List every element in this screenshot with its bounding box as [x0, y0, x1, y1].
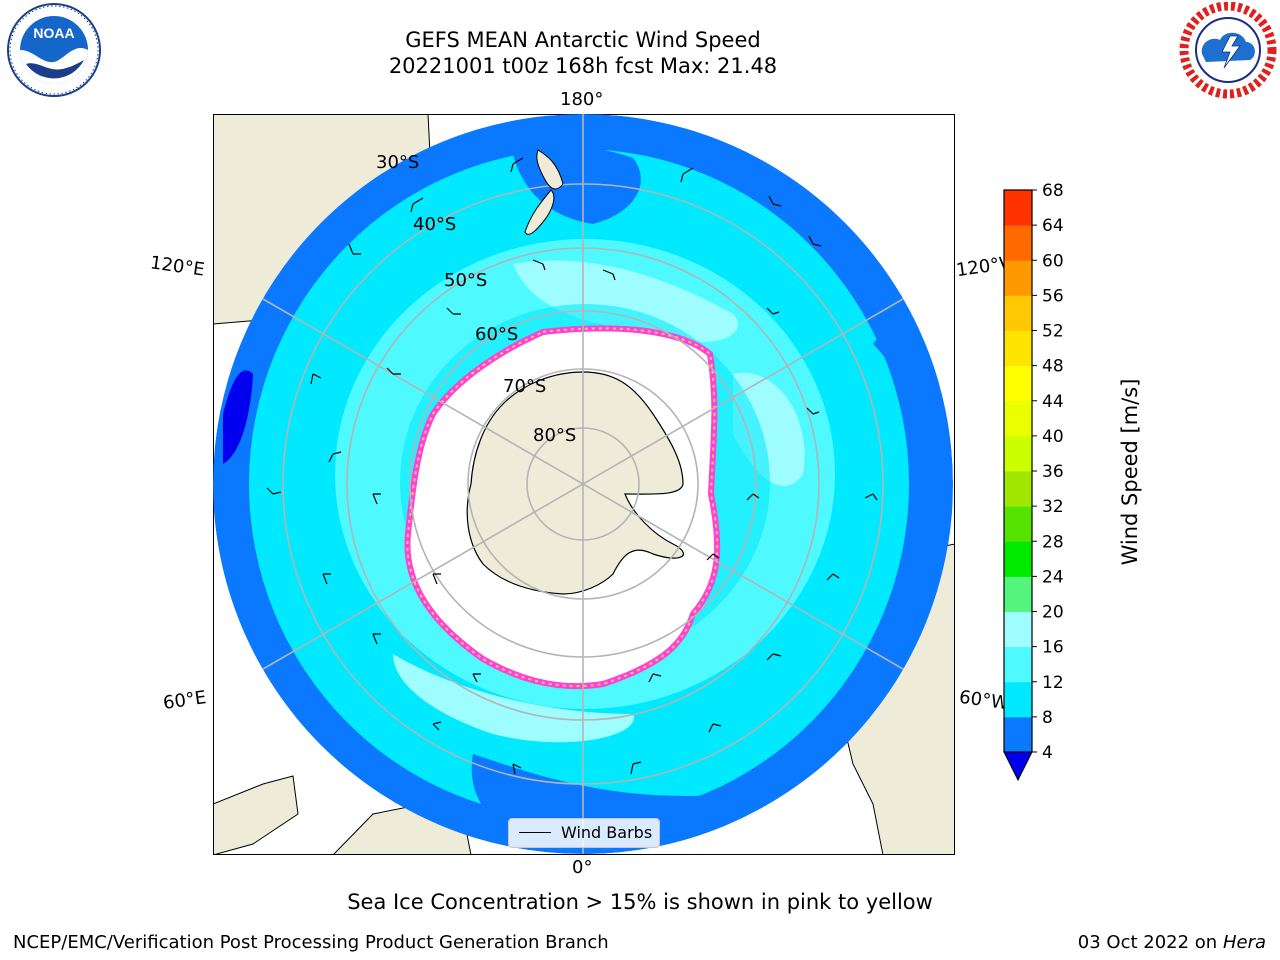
colorbar-segment — [1004, 681, 1032, 718]
colorbar-segment — [1004, 260, 1032, 296]
lat-label-30s: 30°S — [376, 152, 420, 173]
colorbar-segment — [1004, 716, 1032, 753]
land-antarctica — [466, 371, 684, 595]
colorbar-segment — [1004, 400, 1032, 437]
wind-patch-light-north — [513, 260, 739, 343]
colorbar-tick-label: 36 — [1042, 462, 1064, 482]
lat-label-50s: 50°S — [444, 270, 488, 291]
colorbar-tick-label: 68 — [1042, 181, 1064, 201]
nws-logo — [1179, 2, 1277, 99]
map-graticule — [213, 114, 953, 854]
colorbar-tick-label: 64 — [1042, 216, 1064, 236]
colorbar-tick-label: 4 — [1042, 743, 1053, 763]
colorbar-segment — [1004, 225, 1032, 261]
footer-date-text: 03 Oct 2022 on — [1077, 932, 1218, 953]
colorbar-segment — [1004, 611, 1032, 648]
colorbar-segment — [1004, 330, 1032, 367]
lat-label-60s: 60°S — [475, 324, 519, 345]
lon-label-60e: 60°E — [161, 687, 208, 714]
map-panel — [213, 114, 955, 855]
colorbar-segment — [1004, 506, 1032, 542]
colorbar-tick-label: 16 — [1042, 638, 1064, 658]
colorbar-segment — [1004, 190, 1032, 226]
colorbar-tick-label: 60 — [1042, 251, 1064, 271]
wind-barb-legend-line — [519, 832, 551, 833]
colorbar-under-arrow — [1003, 751, 1033, 782]
colorbar-tick-label: 44 — [1042, 392, 1064, 412]
land-africa — [213, 775, 299, 855]
colorbar-segment — [1004, 471, 1032, 507]
lon-label-120e: 120°E — [148, 252, 206, 281]
footer-credit: NCEP/EMC/Verification Post Processing Pr… — [13, 932, 609, 953]
footer-host: Hera — [1222, 932, 1266, 953]
colorbar-tick-label: 48 — [1042, 357, 1064, 377]
sea-ice-note: Sea Ice Concentration > 15% is shown in … — [347, 890, 933, 914]
lon-label-0: 0° — [572, 857, 593, 878]
wind-barb-legend-label: Wind Barbs — [561, 823, 653, 842]
map-legend: Wind Barbs — [508, 818, 660, 848]
colorbar-tick-label: 24 — [1042, 567, 1064, 587]
noaa-logo-text: NOAA — [33, 25, 74, 41]
lat-label-70s: 70°S — [503, 376, 547, 397]
colorbar-tick-label: 52 — [1042, 322, 1064, 342]
colorbar-tick-label: 28 — [1042, 532, 1064, 552]
footer-date: 03 Oct 2022 on Hera — [1078, 932, 1266, 953]
colorbar-tick-label: 20 — [1042, 603, 1064, 623]
wind-barbs — [266, 157, 878, 775]
colorbar-segment — [1004, 576, 1032, 612]
chart-subtitle: 20221001 t00z 168h fcst Max: 21.48 — [388, 54, 778, 78]
land-new-zealand — [524, 149, 564, 235]
colorbar-segment — [1004, 295, 1032, 331]
colorbar-label: Wind Speed [m/s] — [1118, 378, 1142, 566]
colorbar-tick-label: 56 — [1042, 286, 1064, 306]
wind-patch-blue-east — [873, 304, 953, 546]
noaa-logo: NOAA — [7, 3, 101, 97]
colorbar-tick-label: 40 — [1042, 427, 1064, 447]
colorbar-tick-label: 12 — [1042, 673, 1064, 693]
lon-label-180: 180° — [560, 89, 604, 110]
lat-label-80s: 80°S — [533, 425, 577, 446]
colorbar-segment — [1004, 365, 1032, 402]
lat-label-40s: 40°S — [413, 214, 457, 235]
colorbar-segment — [1004, 541, 1032, 577]
wind-patch-deep-blue-west — [223, 370, 253, 464]
colorbar-segment — [1004, 646, 1032, 683]
chart-title: GEFS MEAN Antarctic Wind Speed — [405, 28, 761, 52]
colorbar-tick-label: 32 — [1042, 497, 1064, 517]
colorbar-segment — [1004, 435, 1032, 472]
colorbar-tick-label: 8 — [1042, 708, 1053, 728]
